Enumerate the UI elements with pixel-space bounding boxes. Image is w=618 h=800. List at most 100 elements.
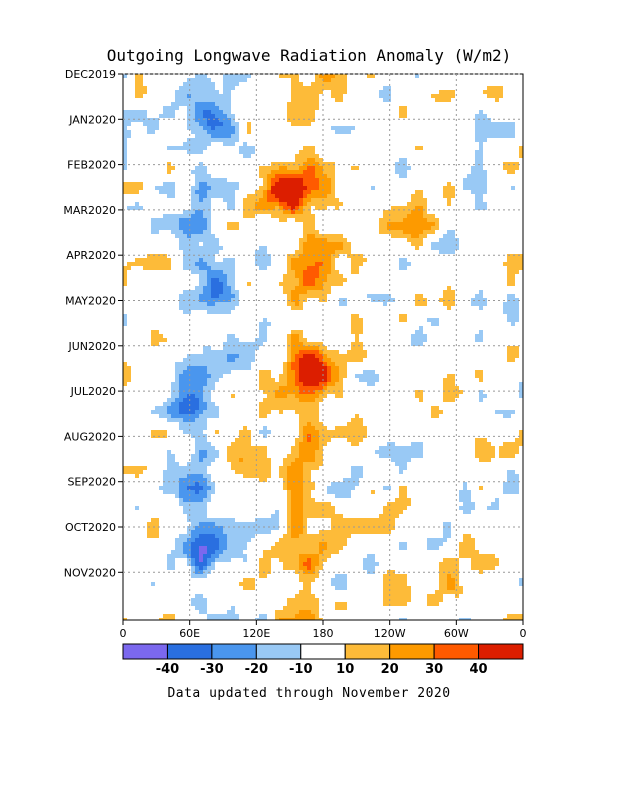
- anomaly-cell: [291, 266, 295, 270]
- anomaly-cell: [311, 294, 315, 298]
- anomaly-cell: [211, 266, 215, 270]
- anomaly-cell: [395, 170, 399, 174]
- anomaly-cell: [199, 394, 203, 398]
- anomaly-cell: [419, 338, 423, 342]
- anomaly-cell: [275, 390, 279, 394]
- anomaly-cell: [407, 454, 411, 458]
- anomaly-cell: [399, 234, 403, 238]
- anomaly-cell: [331, 510, 335, 514]
- anomaly-cell: [307, 218, 311, 222]
- anomaly-cell: [307, 374, 311, 378]
- anomaly-cell: [187, 490, 191, 494]
- anomaly-cell: [195, 166, 199, 170]
- anomaly-cell: [323, 510, 327, 514]
- anomaly-cell: [211, 242, 215, 246]
- anomaly-cell: [291, 274, 295, 278]
- anomaly-cell: [491, 122, 495, 126]
- anomaly-cell: [455, 246, 459, 250]
- anomaly-cell: [175, 382, 179, 386]
- anomaly-cell: [247, 474, 251, 478]
- anomaly-cell: [295, 350, 299, 354]
- anomaly-cell: [191, 126, 195, 130]
- anomaly-cell: [211, 402, 215, 406]
- anomaly-cell: [299, 202, 303, 206]
- anomaly-cell: [163, 482, 167, 486]
- anomaly-cell: [211, 286, 215, 290]
- anomaly-cell: [123, 274, 127, 278]
- anomaly-cell: [207, 78, 211, 82]
- anomaly-cell: [123, 110, 127, 114]
- anomaly-cell: [227, 86, 231, 90]
- anomaly-cell: [247, 538, 251, 542]
- anomaly-cell: [295, 78, 299, 82]
- anomaly-cell: [451, 234, 455, 238]
- anomaly-cell: [195, 206, 199, 210]
- anomaly-cell: [479, 114, 483, 118]
- anomaly-cell: [307, 98, 311, 102]
- anomaly-cell: [171, 102, 175, 106]
- anomaly-cell: [435, 318, 439, 322]
- anomaly-cell: [339, 378, 343, 382]
- anomaly-cell: [323, 374, 327, 378]
- anomaly-cell: [327, 550, 331, 554]
- anomaly-cell: [311, 382, 315, 386]
- anomaly-cell: [327, 286, 331, 290]
- anomaly-cell: [211, 82, 215, 86]
- anomaly-cell: [287, 186, 291, 190]
- anomaly-cell: [223, 186, 227, 190]
- anomaly-cell: [387, 446, 391, 450]
- anomaly-cell: [231, 442, 235, 446]
- anomaly-cell: [519, 442, 523, 446]
- anomaly-cell: [315, 606, 319, 610]
- anomaly-cell: [299, 178, 303, 182]
- anomaly-cell: [487, 130, 491, 134]
- anomaly-cell: [283, 186, 287, 190]
- anomaly-cell: [459, 586, 463, 590]
- anomaly-cell: [367, 378, 371, 382]
- anomaly-cell: [195, 450, 199, 454]
- anomaly-cell: [291, 182, 295, 186]
- anomaly-cell: [483, 458, 487, 462]
- anomaly-cell: [231, 294, 235, 298]
- anomaly-cell: [331, 198, 335, 202]
- anomaly-cell: [263, 550, 267, 554]
- anomaly-cell: [139, 78, 143, 82]
- anomaly-cell: [327, 378, 331, 382]
- anomaly-cell: [399, 226, 403, 230]
- anomaly-cell: [267, 194, 271, 198]
- anomaly-cell: [239, 78, 243, 82]
- anomaly-cell: [299, 106, 303, 110]
- anomaly-cell: [311, 162, 315, 166]
- anomaly-cell: [471, 566, 475, 570]
- anomaly-cell: [199, 194, 203, 198]
- anomaly-cell: [239, 554, 243, 558]
- anomaly-cell: [151, 126, 155, 130]
- anomaly-cell: [299, 98, 303, 102]
- anomaly-cell: [263, 330, 267, 334]
- anomaly-cell: [243, 214, 247, 218]
- anomaly-cell: [283, 218, 287, 222]
- anomaly-cell: [451, 586, 455, 590]
- anomaly-cell: [199, 274, 203, 278]
- anomaly-cell: [175, 378, 179, 382]
- anomaly-cell: [191, 542, 195, 546]
- anomaly-cell: [479, 446, 483, 450]
- anomaly-cell: [243, 210, 247, 214]
- anomaly-cell: [299, 490, 303, 494]
- anomaly-cell: [123, 362, 127, 366]
- anomaly-cell: [171, 146, 175, 150]
- anomaly-cell: [307, 582, 311, 586]
- anomaly-cell: [315, 162, 319, 166]
- anomaly-cell: [199, 574, 203, 578]
- anomaly-cell: [211, 538, 215, 542]
- anomaly-cell: [395, 446, 399, 450]
- anomaly-cell: [275, 190, 279, 194]
- anomaly-cell: [203, 414, 207, 418]
- anomaly-cell: [167, 166, 171, 170]
- anomaly-cell: [207, 142, 211, 146]
- anomaly-cell: [267, 462, 271, 466]
- anomaly-cell: [491, 566, 495, 570]
- anomaly-cell: [203, 566, 207, 570]
- anomaly-cell: [319, 558, 323, 562]
- anomaly-cell: [203, 294, 207, 298]
